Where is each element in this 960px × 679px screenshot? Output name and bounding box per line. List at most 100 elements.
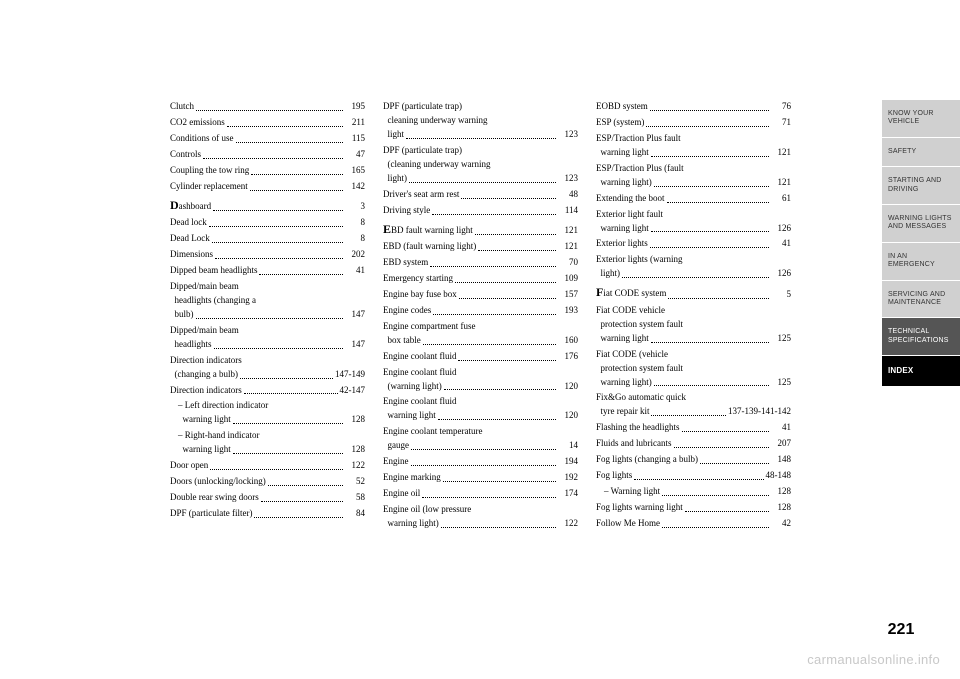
index-entry: Clutch195 [170, 100, 365, 114]
index-entry-label: warning light [178, 443, 231, 457]
index-entry: Engine coolant fluid (warning light)120 [383, 366, 578, 394]
index-columns: Clutch195 CO2 emissions211 Conditions of u… [170, 100, 872, 619]
index-entry-label: warning light) [596, 176, 652, 190]
section-tab[interactable]: IN AN EMERGENCY [882, 243, 960, 281]
index-entry-page: 120 [558, 409, 578, 423]
index-entry-label: Driving style [383, 204, 430, 218]
index-entry-label: Direction indicators [170, 354, 242, 368]
index-entry-label: Dead lock [170, 216, 207, 230]
index-entry-label: Dipped/main beam [170, 280, 239, 294]
index-entry-page: 41 [771, 237, 791, 251]
index-entry: Direction indicators (changing a bulb)14… [170, 354, 365, 382]
index-entry-page: 148 [771, 453, 791, 467]
index-entry-label: Conditions of use [170, 132, 234, 146]
index-entry: Follow Me Home42 [596, 517, 791, 531]
index-entry-label: headlights (changing a [170, 294, 256, 308]
index-entry: CO2 emissions211 [170, 116, 365, 130]
index-entry-label: light [383, 128, 404, 142]
index-column-1: Clutch195 CO2 emissions211 Conditions of u… [170, 100, 365, 619]
index-entry-label: Engine codes [383, 304, 431, 318]
index-entry-label: (cleaning underway warning [383, 158, 490, 172]
index-entry: – Right-hand indicator warning light128 [170, 429, 365, 457]
index-entry-page: 5 [771, 288, 791, 302]
index-entry-page: 157 [558, 288, 578, 302]
index-entry-label: Follow Me Home [596, 517, 660, 531]
section-tab[interactable]: SAFETY [882, 138, 960, 167]
index-entry-label: Door open [170, 459, 208, 473]
index-entry: Engine coolant fluid warning light120 [383, 395, 578, 423]
index-entry-page: 137-139-141-142 [728, 405, 791, 419]
index-entry-page: 8 [345, 216, 365, 230]
section-tab[interactable]: SERVICING AND MAINTENANCE [882, 281, 960, 319]
index-entry-page: 174 [558, 487, 578, 501]
index-entry-page: 76 [771, 100, 791, 114]
index-entry-page: 121 [771, 146, 791, 160]
section-tab[interactable]: KNOW YOUR VEHICLE [882, 100, 960, 138]
index-entry-page: 192 [558, 471, 578, 485]
index-entry-page: 48-148 [766, 469, 792, 483]
index-entry-label: Emergency starting [383, 272, 453, 286]
index-entry-label: Engine oil [383, 487, 420, 501]
index-entry: ESP (system)71 [596, 116, 791, 130]
index-entry-label: Fix&Go automatic quick [596, 391, 686, 405]
index-entry-page: 109 [558, 272, 578, 286]
index-entry: Engine194 [383, 455, 578, 469]
index-entry-page: 128 [771, 501, 791, 515]
index-entry-label: gauge [383, 439, 409, 453]
index-entry-page: 41 [345, 264, 365, 278]
section-tab[interactable]: INDEX [882, 356, 960, 386]
index-entry-page: 142 [345, 180, 365, 194]
index-entry: EBD fault warning light121 [383, 220, 578, 239]
index-entry: ESP/Traction Plus (fault warning light)1… [596, 162, 791, 190]
index-entry: Emergency starting 109 [383, 272, 578, 286]
index-entry-label: EBD (fault warning light) [383, 240, 476, 254]
index-entry-label: light) [596, 267, 620, 281]
section-tab[interactable]: TECHNICAL SPECIFICATIONS [882, 318, 960, 356]
index-entry: Fog lights (changing a bulb)148 [596, 453, 791, 467]
index-entry-label: Coupling the tow ring [170, 164, 249, 178]
index-entry: Engine compartment fuse box table160 [383, 320, 578, 348]
index-entry: Dipped/main beam headlights (changing a … [170, 280, 365, 322]
section-tab[interactable]: STARTING AND DRIVING [882, 167, 960, 205]
index-entry-page: 123 [558, 172, 578, 186]
index-entry-page: 58 [345, 491, 365, 505]
index-entry-page: 3 [345, 200, 365, 214]
index-entry-page: 123 [558, 128, 578, 142]
index-entry-page: 195 [345, 100, 365, 114]
index-entry-page: 121 [558, 240, 578, 254]
index-entry-label: Extending the boot [596, 192, 665, 206]
index-entry-label: Engine compartment fuse [383, 320, 475, 334]
index-entry: Fluids and lubricants207 [596, 437, 791, 451]
index-entry-label: DPF (particulate trap) [383, 100, 462, 114]
index-entry-label: Engine coolant fluid [383, 366, 456, 380]
index-entry-label: Engine coolant temperature [383, 425, 482, 439]
index-entry: Dead lock 8 [170, 216, 365, 230]
index-entry-label: Dead Lock [170, 232, 210, 246]
index-entry-label: protection system fault [596, 318, 683, 332]
index-entry-page: 52 [345, 475, 365, 489]
index-entry-label: Fog lights [596, 469, 632, 483]
index-entry: Dipped/main beam headlights147 [170, 324, 365, 352]
index-entry-label: cleaning underway warning [383, 114, 487, 128]
section-tab[interactable]: WARNING LIGHTS AND MESSAGES [882, 205, 960, 243]
index-entry: Door open122 [170, 459, 365, 473]
index-entry-page: 207 [771, 437, 791, 451]
index-entry-page: 176 [558, 350, 578, 364]
index-entry-label: Fiat CODE vehicle [596, 304, 665, 318]
index-entry-page: 61 [771, 192, 791, 206]
index-entry-page: 115 [345, 132, 365, 146]
index-entry: Dimensions202 [170, 248, 365, 262]
index-entry-page: 126 [771, 222, 791, 236]
index-entry-page: 125 [771, 332, 791, 346]
index-entry: – Warning light128 [596, 485, 791, 499]
index-entry: Exterior lights (warning light)126 [596, 253, 791, 281]
index-column-2: DPF (particulate trap) cleaning underway… [383, 100, 578, 619]
index-entry-page: 193 [558, 304, 578, 318]
index-entry: ESP/Traction Plus fault warning light121 [596, 132, 791, 160]
index-entry-page: 42-147 [340, 384, 366, 398]
index-entry-label: – Warning light [604, 485, 660, 499]
index-entry: EBD (fault warning light) 121 [383, 240, 578, 254]
index-entry-label: warning light [383, 409, 436, 423]
index-entry-page: 128 [345, 413, 365, 427]
index-entry-label: ESP/Traction Plus (fault [596, 162, 684, 176]
